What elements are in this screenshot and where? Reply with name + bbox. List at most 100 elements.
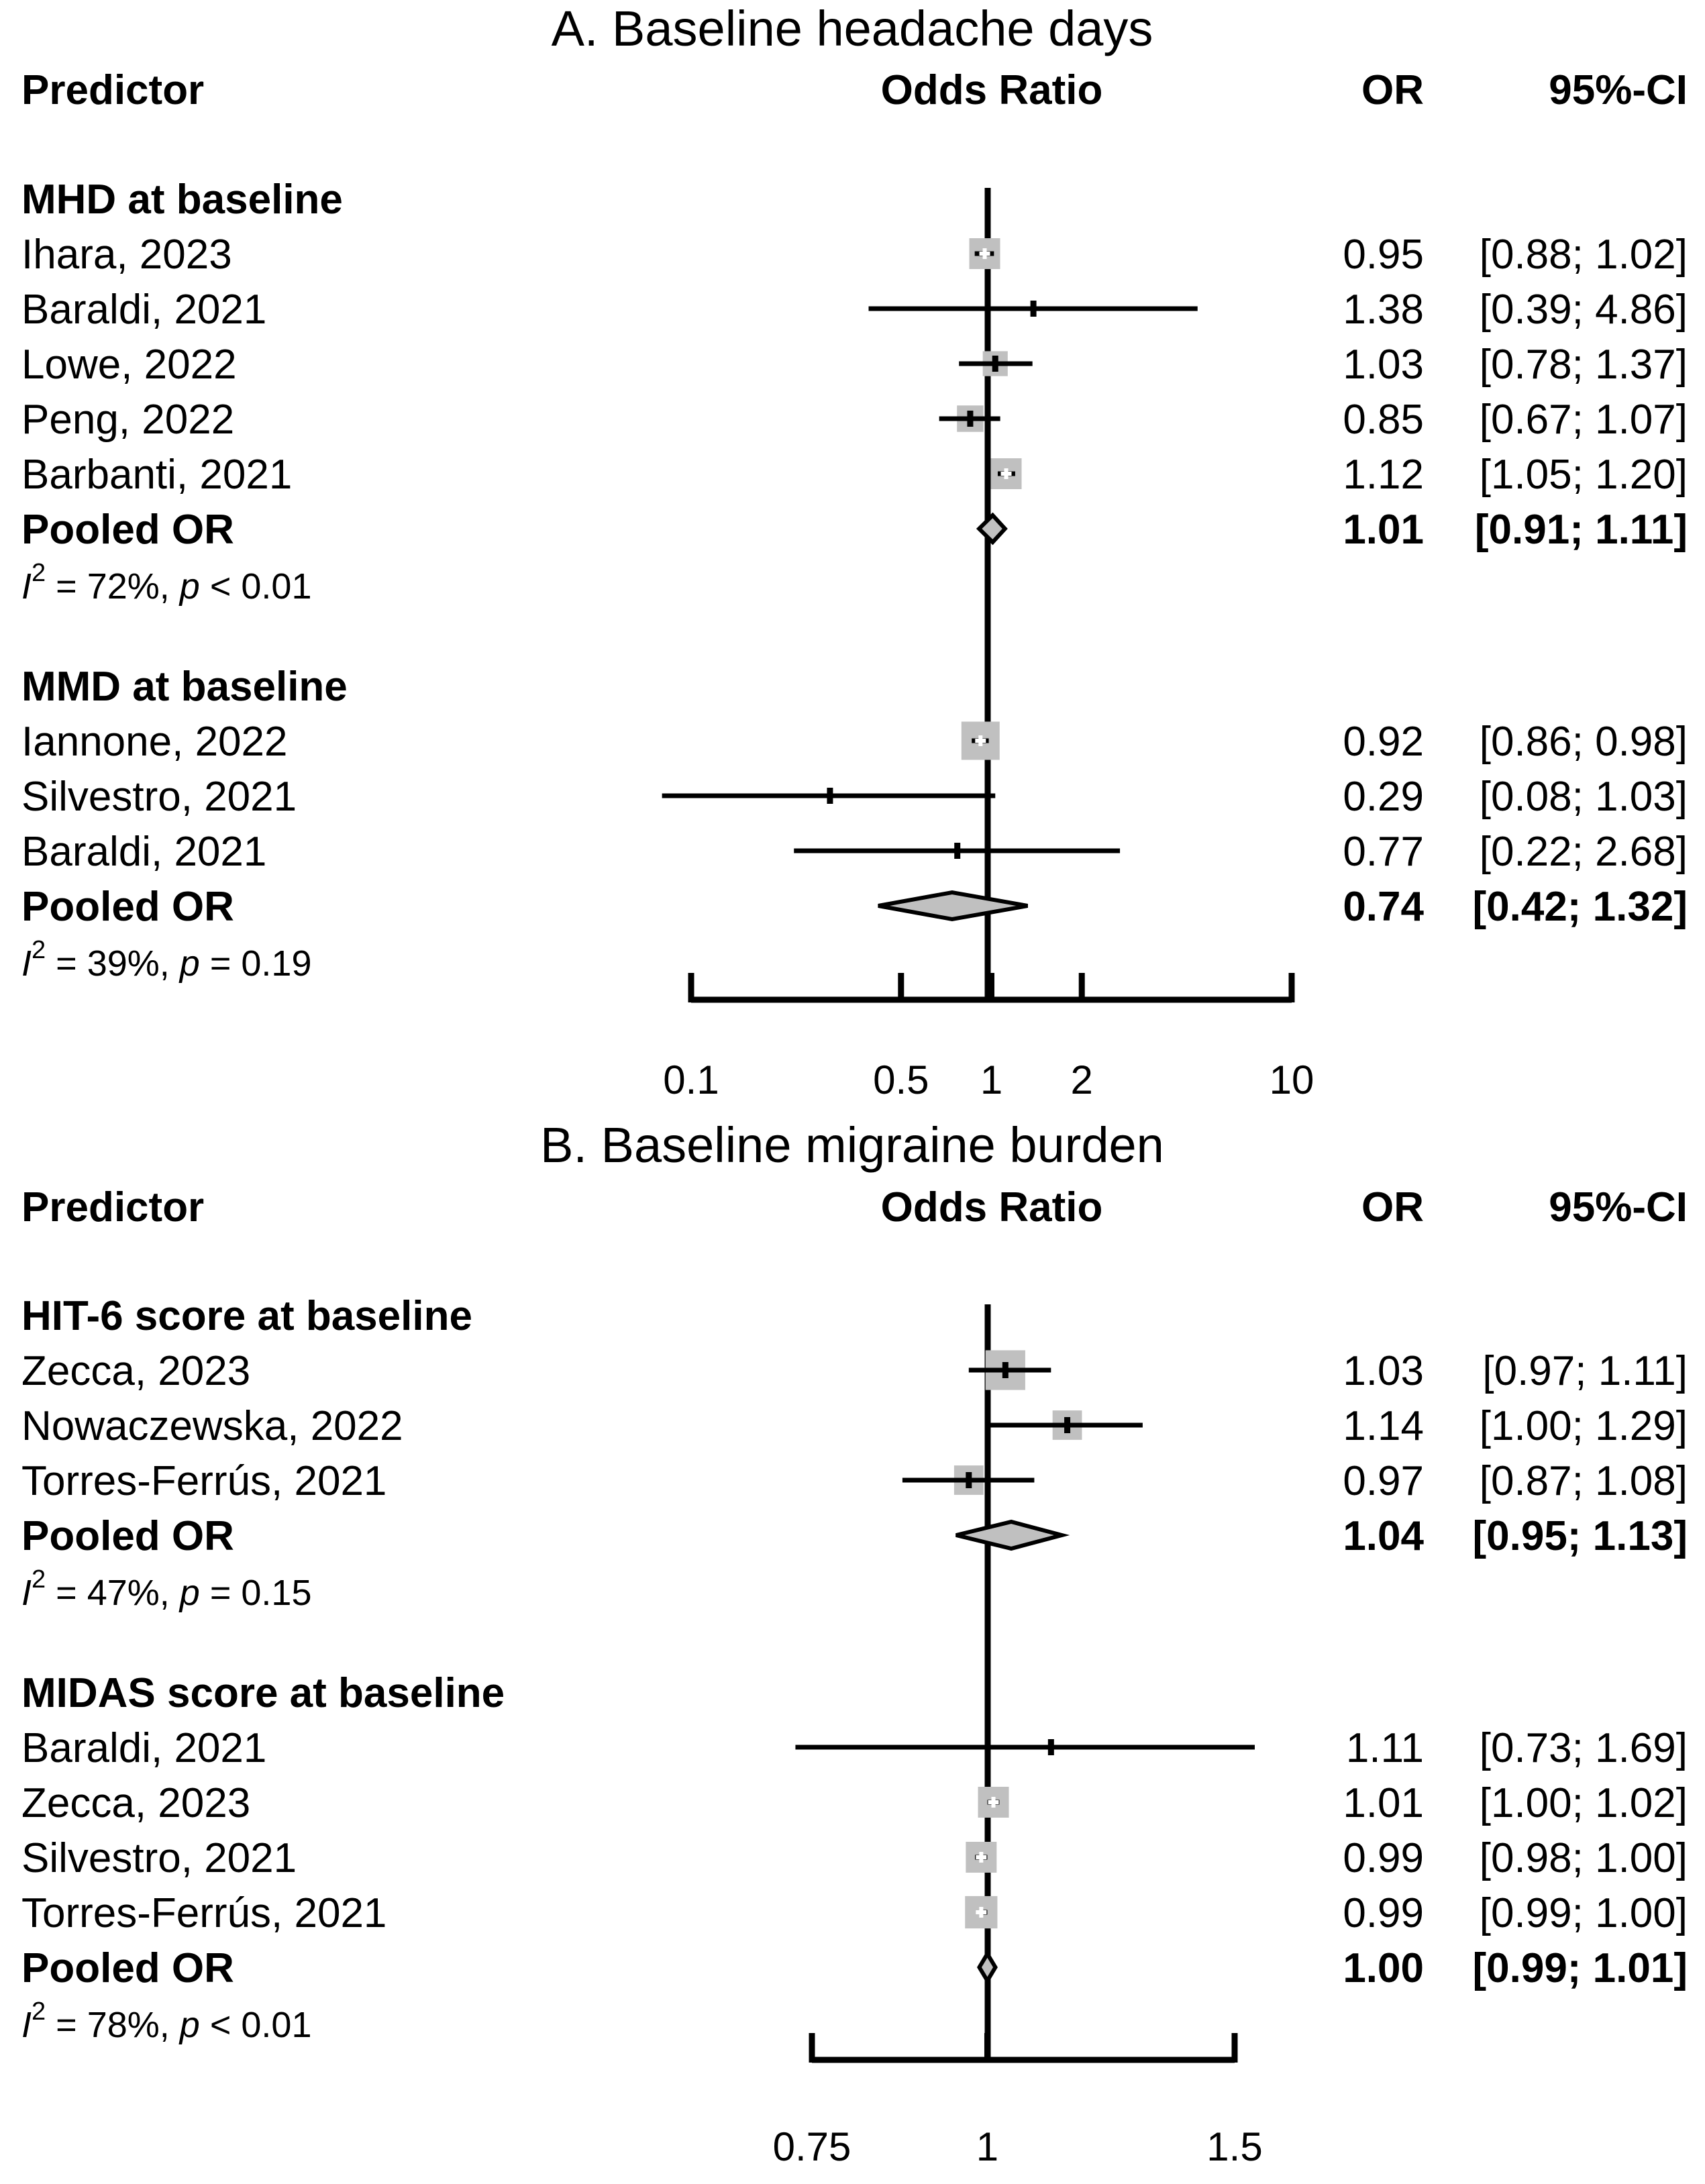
i2-symbol: I [21,1573,32,1613]
group-label: HIT-6 score at baseline [21,1293,472,1339]
study-label: Lowe, 2022 [21,342,237,388]
or-value: 1.03 [1343,342,1424,388]
study-label: Iannone, 2022 [21,719,288,765]
header-predictor: Predictor [21,1184,204,1231]
pooled-or-value: 0.74 [1343,884,1424,930]
pooled-label: Pooled OR [21,1945,234,1991]
panel-title: A. Baseline headache days [552,1,1153,56]
study-label: Barbanti, 2021 [21,452,292,498]
ci-value: [0.08; 1.03] [1480,774,1688,820]
i2-superscript: 2 [32,1997,46,2026]
pooled-ci-value: [0.95; 1.13] [1472,1513,1688,1559]
pooled-or-value: 1.00 [1343,1945,1424,1991]
or-value: 1.11 [1346,1725,1424,1771]
point-estimate [988,1797,999,1808]
group-label: MMD at baseline [21,664,348,710]
point-estimate [1000,468,1012,479]
p-symbol: p [178,2005,200,2045]
ci-value: [0.86; 0.98] [1480,719,1688,765]
header-or: OR [1361,67,1424,113]
i2-superscript: 2 [32,936,46,964]
header-ci: 95%-CI [1549,1184,1688,1231]
panel-a: A. Baseline headache days Predictor Odds R… [21,1,1688,1102]
pooled-or-value: 1.04 [1343,1513,1424,1559]
study-label: Baraldi, 2021 [21,829,266,875]
x-tick-label: 1.5 [1206,2124,1262,2169]
or-value: 0.85 [1343,397,1424,443]
x-tick-label: 1 [976,2124,998,2169]
or-value: 1.03 [1343,1348,1424,1394]
group-label: MHD at baseline [21,176,343,223]
or-value: 1.14 [1343,1403,1424,1449]
ci-value: [0.88; 1.02] [1480,231,1688,278]
i2-superscript: 2 [32,1565,46,1594]
header-odds-ratio: Odds Ratio [881,67,1103,113]
heterogeneity-stat: I2 = 47%, p = 0.15 [21,1565,311,1613]
or-value: 1.12 [1343,452,1424,498]
or-value: 1.01 [1343,1780,1424,1826]
pooled-diamond [976,512,1008,545]
point-estimate [976,1852,987,1863]
pooled-diamond [976,1950,998,1985]
ci-value: [0.73; 1.69] [1480,1725,1688,1771]
study-label: Nowaczewska, 2022 [21,1403,403,1449]
x-tick-label: 0.75 [773,2124,851,2169]
study-label: Peng, 2022 [21,397,234,443]
or-value: 0.29 [1343,774,1424,820]
x-tick-label: 0.5 [873,1057,929,1102]
ci-value: [1.00; 1.02] [1480,1780,1688,1826]
i2-value: = 39%, [46,943,180,984]
panel-title: B. Baseline migraine burden [540,1117,1164,1173]
pooled-label: Pooled OR [21,1513,234,1559]
or-value: 0.99 [1343,1835,1424,1881]
or-value: 0.92 [1343,719,1424,765]
heterogeneity-stat: I2 = 78%, p < 0.01 [21,1997,311,2045]
i2-symbol: I [21,943,32,984]
pooled-ci-value: [0.42; 1.32] [1472,884,1688,930]
x-tick-label: 10 [1270,1057,1314,1102]
study-label: Torres-Ferrús, 2021 [21,1890,386,1936]
x-tick-label: 1 [980,1057,1002,1102]
study-label: Silvestro, 2021 [21,774,297,820]
pooled-ci-value: [0.91; 1.11] [1475,507,1688,553]
x-tick-label: 2 [1071,1057,1093,1102]
point-estimate [979,248,990,259]
study-label: Ihara, 2023 [21,231,232,278]
study-label: Baraldi, 2021 [21,287,266,333]
group-label: MIDAS score at baseline [21,1670,505,1716]
or-value: 0.95 [1343,231,1424,278]
i2-value: = 72%, [46,566,180,607]
ci-value: [0.99; 1.00] [1480,1890,1688,1936]
pooled-ci-value: [0.99; 1.01] [1472,1945,1688,1991]
panel-b: B. Baseline migraine burden Predictor Odds… [21,1117,1688,2169]
study-label: Zecca, 2023 [21,1348,250,1394]
study-label: Baraldi, 2021 [21,1725,266,1771]
p-symbol: p [178,943,200,984]
or-value: 0.99 [1343,1890,1424,1936]
header-or: OR [1361,1184,1424,1231]
i2-symbol: I [21,566,32,607]
ci-value: [0.97; 1.11] [1482,1348,1688,1394]
x-tick-label: 0.1 [663,1057,719,1102]
pooled-or-value: 1.01 [1343,507,1424,553]
study-label: Silvestro, 2021 [21,1835,297,1881]
study-label: Torres-Ferrús, 2021 [21,1458,386,1504]
heterogeneity-stat: I2 = 39%, p = 0.19 [21,936,311,984]
i2-value: = 78%, [46,2005,180,2045]
p-symbol: p [178,566,200,607]
p-value: = 0.15 [200,1573,312,1613]
or-value: 0.97 [1343,1458,1424,1504]
p-value: = 0.19 [200,943,312,984]
study-label: Zecca, 2023 [21,1780,250,1826]
ci-value: [0.22; 2.68] [1480,829,1688,875]
p-symbol: p [178,1573,200,1613]
ci-value: [1.00; 1.29] [1480,1403,1688,1449]
ci-value: [0.87; 1.08] [1480,1458,1688,1504]
header-ci: 95%-CI [1549,67,1688,113]
ci-value: [0.78; 1.37] [1480,342,1688,388]
p-value: < 0.01 [200,2005,312,2045]
pooled-diamond [955,1519,1070,1551]
i2-value: = 47%, [46,1573,180,1613]
